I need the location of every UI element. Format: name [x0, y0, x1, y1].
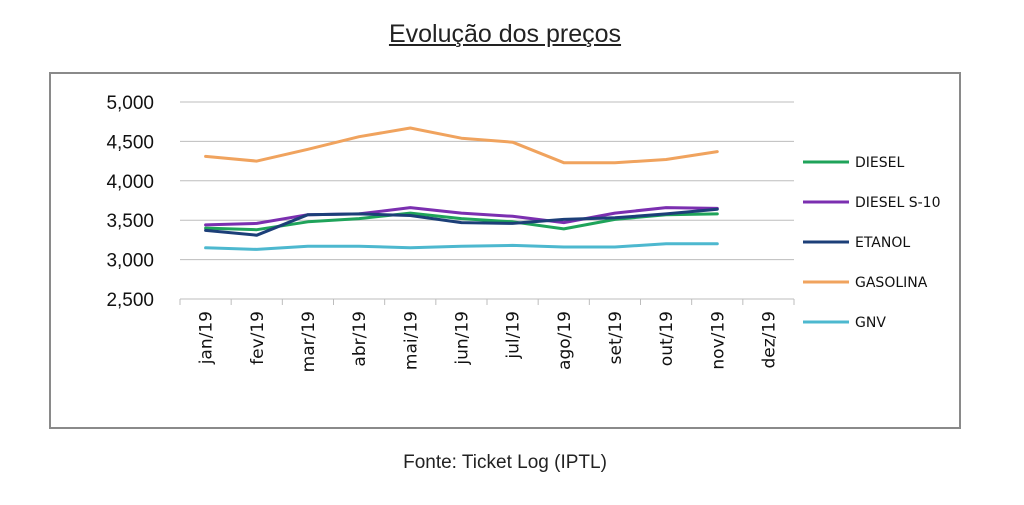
x-tick-label: out/19	[657, 311, 677, 366]
line-chart: 5,000 4,500 4,000 3,500 3,000 2,500 jan/19 fev/…	[106, 93, 941, 372]
y-tick-label: 4,500	[106, 132, 154, 153]
y-tick-label: 5,000	[106, 93, 154, 114]
x-tick-label: set/19	[606, 311, 626, 364]
series-line-gasolina	[204, 126, 719, 165]
chart-title: Evolução dos preços	[388, 20, 622, 48]
y-tick-label: 2,500	[106, 290, 154, 311]
x-tick-label: fev/19	[248, 311, 268, 365]
x-tick-label: dez/19	[759, 311, 779, 369]
legend-label: ETANOL	[855, 235, 910, 251]
legend-label: GASOLINA	[855, 275, 928, 291]
chart-source: Fonte: Ticket Log (IPTL)	[403, 452, 607, 473]
series-line-gnv	[204, 242, 719, 251]
legend-label: DIESEL	[855, 155, 904, 171]
x-tick-label: ago/19	[555, 311, 575, 370]
y-tick-label: 3,000	[106, 251, 154, 272]
y-tick-label: 3,500	[106, 211, 154, 232]
chart-frame: 5,000 4,500 4,000 3,500 3,000 2,500 jan/19 fev/…	[49, 72, 961, 429]
series-line-etanol	[204, 207, 719, 237]
x-tick-label: jul/19	[504, 311, 524, 360]
x-tick-label: nov/19	[708, 311, 728, 370]
x-tick-label: jun/19	[452, 311, 472, 366]
legend-label: DIESEL S-10	[855, 195, 941, 211]
legend-label: GNV	[855, 315, 886, 331]
x-tick-label: mar/19	[299, 311, 319, 372]
x-tick-label: mai/19	[401, 311, 421, 370]
x-tick-label: abr/19	[350, 311, 370, 367]
x-tick-label: jan/19	[197, 311, 217, 365]
y-tick-label: 4,000	[106, 172, 154, 193]
series-line-diesel-s-10	[204, 206, 719, 227]
